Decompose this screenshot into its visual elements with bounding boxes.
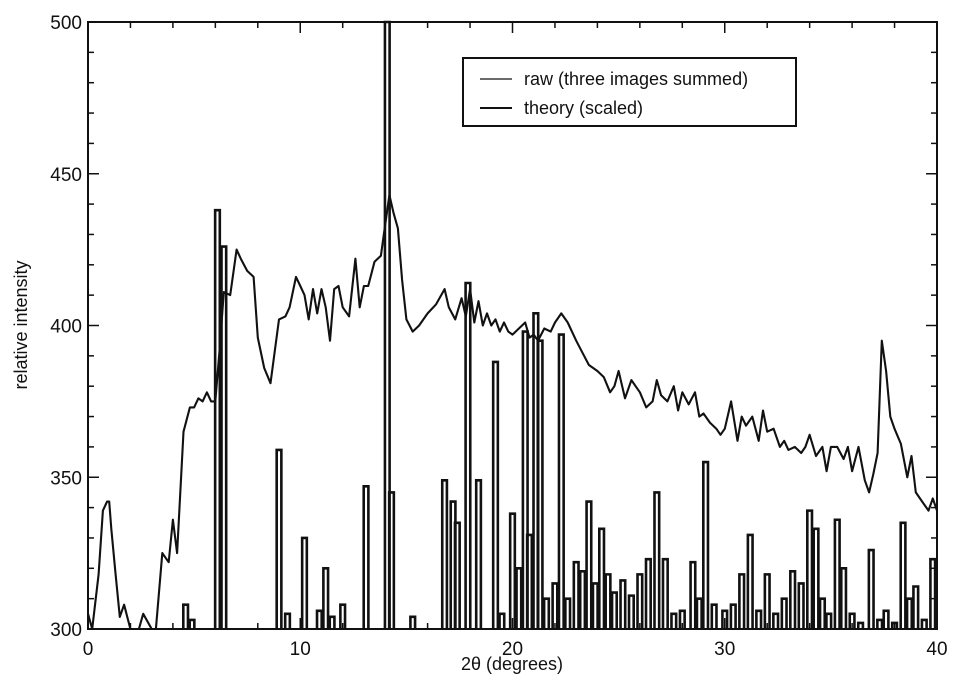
theory-peak xyxy=(213,208,222,629)
theory-peak xyxy=(797,582,805,629)
y-tick-label: 300 xyxy=(50,620,82,641)
theory-peak xyxy=(661,557,669,629)
theory-peak xyxy=(508,512,517,629)
theory-peak xyxy=(440,478,449,629)
theory-peak xyxy=(604,573,612,629)
series-raw xyxy=(86,193,938,631)
theory-peak xyxy=(578,570,587,629)
theory-peak xyxy=(882,609,890,629)
theory-peak xyxy=(833,518,841,629)
y-axis-label: relative intensity xyxy=(11,260,31,389)
theory-peak xyxy=(689,560,697,629)
theory-peak xyxy=(710,603,718,629)
theory-peak xyxy=(653,491,661,629)
theory-peak xyxy=(818,597,827,629)
x-tick-label: 40 xyxy=(926,639,947,660)
theory-peak xyxy=(521,330,529,629)
theory-peak xyxy=(806,509,814,629)
theory-peak xyxy=(912,585,920,629)
theory-peak xyxy=(572,560,580,629)
theory-peak xyxy=(702,460,710,629)
theory-peak xyxy=(636,573,644,629)
theory-peak xyxy=(867,548,875,629)
theory-peak xyxy=(182,603,190,629)
y-tick-label: 350 xyxy=(50,468,82,489)
legend-label-theory: theory (scaled) xyxy=(524,98,643,118)
theory-peak xyxy=(188,618,196,629)
theory-peak xyxy=(721,609,729,629)
theory-peak xyxy=(856,621,865,629)
x-tick-label: 30 xyxy=(714,639,735,660)
theory-peak xyxy=(670,612,678,629)
theory-peak xyxy=(678,609,686,629)
theory-peak xyxy=(474,478,483,629)
theory-peak xyxy=(498,612,506,629)
theory-peak xyxy=(339,603,347,629)
x-tick-label: 20 xyxy=(502,639,523,660)
x-tick-label: 10 xyxy=(290,639,311,660)
theory-peak xyxy=(585,500,593,629)
y-tick-label: 450 xyxy=(50,165,82,186)
theory-peak xyxy=(283,612,292,629)
theory-peak xyxy=(627,594,635,629)
theory-peak xyxy=(315,609,323,629)
theory-peak xyxy=(848,612,856,629)
legend-box xyxy=(462,57,797,127)
theory-peak xyxy=(220,245,228,629)
theory-peak xyxy=(557,333,565,629)
theory-peak xyxy=(328,615,336,629)
theory-peak xyxy=(812,527,820,629)
theory-peak xyxy=(275,448,283,629)
theory-peak xyxy=(929,557,937,629)
theory-peak xyxy=(825,612,833,629)
theory-peak xyxy=(780,597,788,629)
x-tick-label: 0 xyxy=(83,639,94,660)
series-layer xyxy=(86,20,938,631)
theory-peak xyxy=(551,582,559,629)
theory-peak xyxy=(876,618,884,629)
theory-peak xyxy=(619,579,627,629)
theory-peak xyxy=(763,573,771,629)
theory-peak xyxy=(564,597,572,629)
theory-peak xyxy=(729,603,737,629)
theory-peak xyxy=(453,521,461,629)
theory-peak xyxy=(839,567,848,629)
theory-peak xyxy=(772,612,780,629)
theory-peak xyxy=(890,621,899,629)
series-theory xyxy=(182,20,937,629)
theory-peak xyxy=(789,570,797,629)
legend-label-raw: raw (three images summed) xyxy=(524,69,748,89)
theory-peak xyxy=(598,527,606,629)
theory-peak xyxy=(905,597,914,629)
theory-peak xyxy=(610,591,619,629)
tick-labels: 0 10 20 30 40 300 350 400 450 500 xyxy=(50,13,947,660)
theory-peak xyxy=(644,557,652,629)
theory-peak xyxy=(387,491,396,629)
x-axis-label: 2θ (degrees) xyxy=(461,654,563,674)
theory-peak xyxy=(755,609,763,629)
theory-peak xyxy=(491,360,500,629)
theory-peak xyxy=(362,485,370,629)
theory-peak xyxy=(383,20,391,629)
theory-peak xyxy=(591,582,599,629)
theory-peak xyxy=(746,533,754,629)
y-tick-label: 400 xyxy=(50,317,82,338)
theory-peak xyxy=(409,615,417,629)
theory-peak xyxy=(525,533,534,629)
theory-peak xyxy=(920,618,928,629)
theory-peak xyxy=(515,567,523,629)
theory-peak xyxy=(536,339,544,629)
theory-peak xyxy=(322,567,330,629)
legend: raw (three images summed) theory (scaled… xyxy=(462,57,797,127)
theory-peak xyxy=(899,521,907,629)
theory-peak xyxy=(695,597,703,629)
theory-peak xyxy=(300,536,309,629)
y-tick-label: 500 xyxy=(50,13,82,34)
axis-ticks xyxy=(87,21,938,630)
theory-peak xyxy=(542,597,551,629)
theory-peak xyxy=(464,281,472,629)
theory-peak xyxy=(738,573,746,629)
